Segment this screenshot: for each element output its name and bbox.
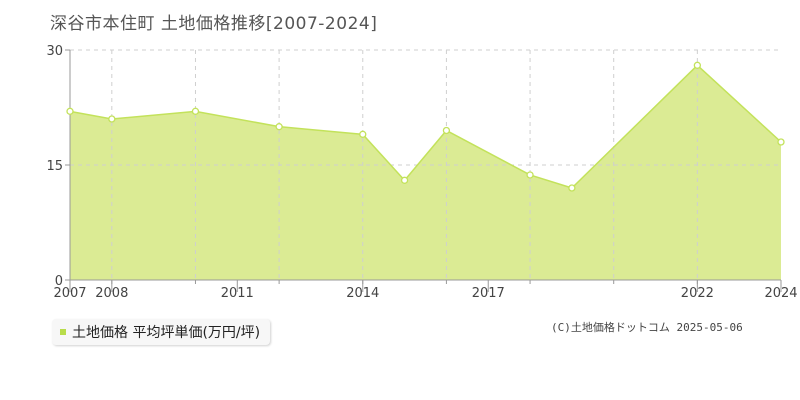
y-tick-label: 30 (46, 44, 63, 59)
data-point (400, 176, 409, 184)
data-point (275, 123, 283, 131)
data-point (693, 61, 702, 69)
chart-title: 深谷市本住町 土地価格推移[2007-2024] (50, 14, 378, 34)
y-tick-label: 0 (55, 274, 63, 289)
data-point (777, 138, 785, 146)
legend-square-icon (60, 329, 66, 335)
data-point (442, 126, 451, 135)
x-tick-label: 2008 (95, 286, 128, 301)
x-tick-label: 2022 (681, 286, 714, 301)
y-tick-label: 15 (46, 159, 63, 174)
x-tick-label: 2007 (53, 286, 86, 301)
data-point (568, 184, 576, 192)
data-point (526, 171, 534, 179)
x-tick-label: 2014 (346, 286, 379, 301)
legend: 土地価格 平均坪単価(万円/坪) (52, 319, 271, 345)
x-tick-label: 2011 (221, 286, 254, 301)
x-tick-label: 2017 (472, 286, 505, 301)
data-point (359, 130, 367, 138)
x-tick-label: 2024 (764, 286, 797, 301)
area-fill (70, 65, 781, 280)
data-point (108, 115, 116, 123)
legend-label: 土地価格 平均坪単価(万円/坪) (72, 325, 261, 341)
data-point (191, 107, 200, 115)
data-point (66, 107, 74, 115)
copyright-text: (C)土地価格ドットコム 2025-05-06 (551, 321, 743, 334)
